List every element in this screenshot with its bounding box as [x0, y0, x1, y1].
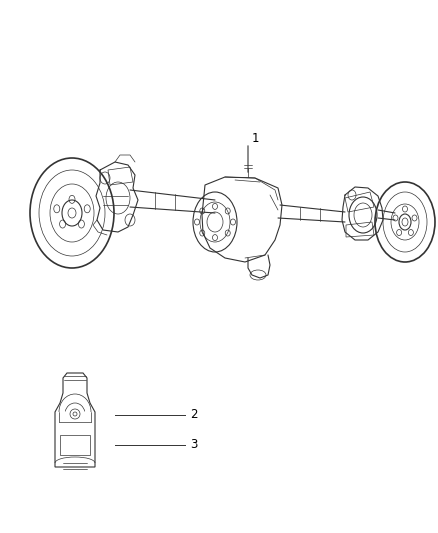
Text: 2: 2: [190, 408, 198, 422]
Text: 1: 1: [252, 132, 259, 144]
Text: 3: 3: [190, 439, 198, 451]
